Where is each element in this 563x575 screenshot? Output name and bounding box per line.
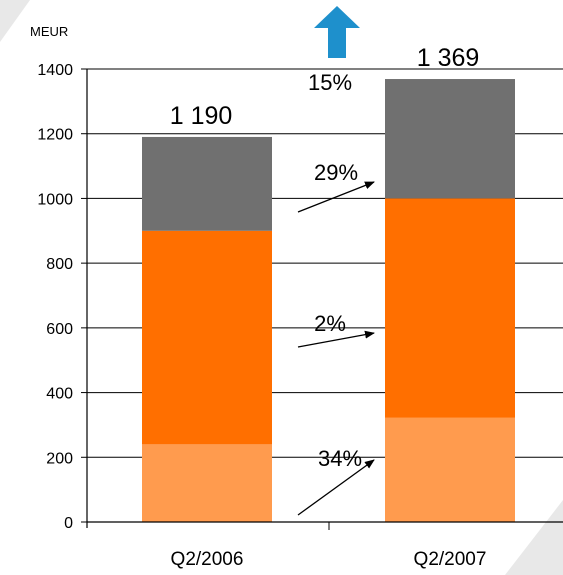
growth-arrow-icon — [297, 330, 375, 348]
growth-up-arrow-icon — [314, 6, 360, 58]
x-tick-label: Q2/2007 — [414, 549, 487, 570]
bar-segment-Q2-2007-s1 — [385, 198, 515, 418]
y-tick-label: 1000 — [37, 191, 73, 208]
y-tick-label: 600 — [46, 321, 73, 338]
corner-decoration-top-left — [0, 0, 30, 42]
growth-annotations: 15% 29% 2% 34% — [297, 6, 375, 516]
bar-segment-Q2-2006-s0 — [142, 444, 272, 522]
x-tick-label: Q2/2006 — [171, 549, 244, 570]
y-tick-label: 0 — [64, 515, 73, 532]
y-tick-label: 800 — [46, 256, 73, 273]
bar-segment-Q2-2007-s0 — [385, 417, 515, 522]
bar-total-labels: 1 190 1 369 — [170, 44, 480, 130]
bars — [142, 79, 515, 522]
y-tick-label: 400 — [46, 386, 73, 403]
bar-segment-Q2-2006-s1 — [142, 230, 272, 445]
growth-arrow-icon — [297, 459, 375, 516]
bar-segment-Q2-2006-s2 — [142, 136, 272, 231]
y-axis-ticks: 0 200 400 600 800 1000 1200 1400 — [37, 62, 87, 532]
axes — [86, 69, 563, 530]
unit-label: MEUR — [30, 24, 68, 39]
corner-decoration-bottom-right — [505, 500, 563, 575]
bar-total-label: 1 190 — [170, 102, 233, 130]
y-tick-label: 1200 — [37, 127, 73, 144]
growth-percentage-label: 2% — [314, 311, 346, 336]
bar-segment-Q2-2007-s2 — [385, 79, 515, 199]
growth-percentage-label: 15% — [308, 70, 352, 95]
y-tick-label: 1400 — [37, 62, 73, 79]
bar-total-label: 1 369 — [417, 44, 480, 72]
x-axis-labels: Q2/2006 Q2/2007 — [171, 549, 487, 570]
growth-percentage-label: 34% — [318, 446, 362, 471]
growth-arrow-icon — [297, 181, 375, 213]
growth-percentage-label: 29% — [314, 160, 358, 185]
y-tick-label: 200 — [46, 450, 73, 467]
